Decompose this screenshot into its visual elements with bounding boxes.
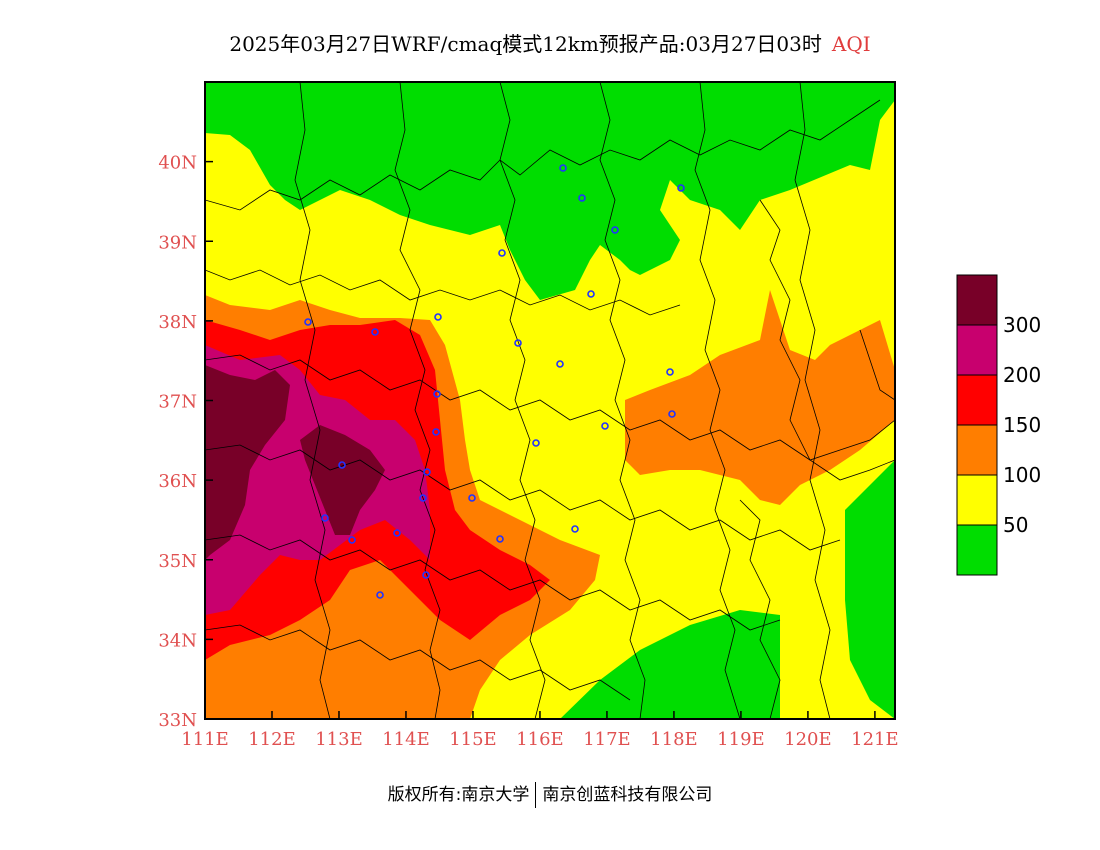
city-markers	[304, 164, 685, 599]
aqi-zone-maroon-central	[300, 425, 385, 535]
city-marker	[677, 184, 685, 192]
latitude-axis: 40N 39N 38N 37N 36N 35N 34N 33N	[158, 153, 213, 731]
city-marker	[496, 535, 504, 543]
lat-tick-label: 38N	[158, 312, 197, 333]
city-marker	[432, 428, 440, 436]
city-marker	[393, 529, 401, 537]
city-marker	[423, 468, 431, 476]
city-marker	[514, 339, 522, 347]
footer-separator	[535, 782, 537, 808]
footer: 版权所有:南京大学 南京创蓝科技有限公司	[0, 780, 1100, 808]
title-text: 2025年03月27日WRF/cmaq模式12km预报产品:03月27日03时	[229, 32, 822, 56]
boundary-lines	[205, 82, 895, 719]
lon-tick-label: 114E	[382, 729, 430, 750]
city-marker	[571, 525, 579, 533]
copyright-text: 版权所有:南京大学	[387, 785, 530, 805]
legend-label: 50	[1003, 513, 1028, 537]
lat-tick-label: 39N	[158, 232, 197, 253]
lon-tick-label: 113E	[315, 729, 363, 750]
lon-tick-label: 120E	[784, 729, 832, 750]
lat-tick-label: 34N	[158, 630, 197, 651]
city-marker	[434, 313, 442, 321]
aqi-zone-maroon-west	[205, 365, 290, 560]
legend-color-bin	[956, 324, 998, 376]
legend-color-bin	[956, 424, 998, 476]
lon-tick-label: 111E	[181, 729, 229, 750]
city-marker	[376, 591, 384, 599]
city-marker	[587, 290, 595, 298]
aqi-zone-green-north	[205, 82, 895, 300]
lon-tick-label: 116E	[516, 729, 564, 750]
legend-label: 150	[1003, 413, 1041, 437]
city-marker	[338, 461, 346, 469]
lon-tick-label: 119E	[717, 729, 765, 750]
city-marker	[668, 410, 676, 418]
lon-tick-label: 115E	[449, 729, 497, 750]
city-marker	[468, 494, 476, 502]
aqi-field	[205, 82, 895, 719]
city-marker	[559, 164, 567, 172]
city-marker	[321, 514, 329, 522]
lat-tick-label: 40N	[158, 153, 197, 174]
legend-color-bin	[956, 374, 998, 426]
city-marker	[556, 360, 564, 368]
city-marker	[666, 368, 674, 376]
aqi-zone-orange-east	[625, 290, 895, 505]
map-title: 2025年03月27日WRF/cmaq模式12km预报产品:03月27日03时 A…	[0, 28, 1100, 57]
lat-tick-label: 37N	[158, 392, 197, 413]
city-marker	[419, 494, 427, 502]
aqi-zone-green-east	[845, 460, 895, 719]
city-marker	[304, 318, 312, 326]
city-marker	[348, 536, 356, 544]
lon-tick-label: 112E	[248, 729, 296, 750]
aqi-legend: 50 100 150 200 300	[956, 274, 1041, 576]
legend-color-bin	[956, 524, 998, 576]
city-marker	[433, 390, 441, 398]
city-marker	[601, 422, 609, 430]
city-marker	[578, 194, 586, 202]
city-marker	[371, 328, 379, 336]
legend-color-bin	[956, 274, 998, 326]
city-marker	[611, 226, 619, 234]
lat-tick-label: 33N	[158, 710, 197, 731]
legend-label: 300	[1003, 313, 1041, 337]
product-label: AQI	[831, 32, 871, 56]
city-marker	[498, 249, 506, 257]
longitude-axis: 111E 112E 113E 114E 115E 116E 117E 118E 119E 120E…	[181, 711, 899, 750]
city-marker	[532, 439, 540, 447]
lat-tick-label: 35N	[158, 551, 197, 572]
lat-tick-label: 36N	[158, 471, 197, 492]
lon-tick-label: 121E	[851, 729, 899, 750]
company-text: 南京创蓝科技有限公司	[542, 785, 713, 805]
legend-label: 200	[1003, 363, 1041, 387]
city-marker	[422, 571, 430, 579]
legend-color-bin	[956, 474, 998, 526]
lon-tick-label: 118E	[650, 729, 698, 750]
legend-label: 100	[1003, 463, 1041, 487]
lon-tick-label: 117E	[583, 729, 631, 750]
aqi-zone-green-south	[560, 610, 780, 719]
